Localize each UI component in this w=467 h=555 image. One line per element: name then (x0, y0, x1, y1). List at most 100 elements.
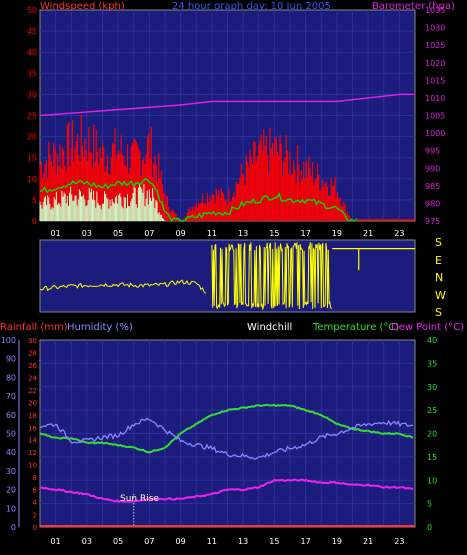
sunrise-label: Sun Rise (120, 494, 159, 504)
panel3-x-tick-label: 17 (301, 537, 311, 546)
wind-direction-oscillation (211, 242, 332, 311)
panel1-x-tick-label: 07 (144, 229, 154, 238)
barometer-tick-label: 995 (425, 147, 440, 156)
panel1-x-tick-label: 01 (51, 229, 61, 238)
windspeed-tick-label: 35 (27, 69, 37, 78)
barometer-axis-ticks: 975 980 985 990 995 1000 1005 1010 1015 1020 1025 1… (425, 6, 445, 226)
panel3-x-tick-label: 21 (363, 537, 373, 546)
barometer-tick-label: 1010 (425, 94, 445, 103)
wind-direction-series (39, 242, 415, 311)
panel3-x-tick-label: 23 (394, 537, 404, 546)
panel3-x-tick-label: 05 (113, 537, 123, 546)
barometer-tick-label: 1015 (425, 76, 445, 85)
compass-label-e: E (435, 254, 442, 267)
windspeed-tick-label: 5 (32, 196, 37, 205)
panel3-x-tick-label: 01 (51, 537, 61, 546)
panel1-x-tick-label: 17 (301, 229, 311, 238)
humidity-tick-label: 0 (11, 523, 16, 532)
panel1-x-tick-label: 23 (394, 229, 404, 238)
panel1-x-tick-label: 05 (113, 229, 123, 238)
windspeed-tick-label: 45 (27, 27, 37, 36)
humidity-tick-label: 80 (6, 373, 16, 382)
rainfall-tick-label: 2 (33, 512, 37, 520)
rainfall-tick-label: 30 (28, 337, 37, 345)
humidity-tick-label: 60 (6, 411, 16, 420)
panel1-x-tick-label: 11 (207, 229, 217, 238)
barometer-tick-label: 990 (425, 164, 440, 173)
panel3-series (39, 403, 415, 527)
rainfall-tick-label: 8 (33, 474, 37, 482)
windspeed-tick-label: 40 (27, 48, 37, 57)
rainfall-tick-label: 28 (28, 349, 37, 357)
barometer-tick-label: 1030 (425, 24, 445, 33)
windchill-label: Windchill (247, 322, 292, 333)
rainfall-tick-label: 22 (28, 387, 37, 395)
wind-direction-line (39, 279, 206, 294)
rainfall-tick-label: 26 (28, 362, 37, 370)
temperature-tick-label: 25 (427, 406, 437, 415)
windspeed-tick-label: 10 (27, 175, 37, 184)
rainfall-tick-label: 12 (28, 449, 37, 457)
rainfall-tick-label: 6 (33, 487, 38, 495)
dewpoint-line (39, 478, 414, 504)
humidity-tick-label: 70 (6, 392, 16, 401)
rainfall-tick-label: 14 (28, 437, 37, 445)
barometer-tick-label: 985 (425, 182, 440, 191)
panel1-series (39, 93, 415, 223)
rainfall-tick-label: 18 (28, 412, 37, 420)
temperature-tick-label: 30 (427, 383, 437, 392)
compass-label-s-bottom: S (435, 306, 442, 319)
humidity-tick-label: 10 (6, 504, 16, 513)
chart-title: 24 hour graph day: 10 Jun 2005 (172, 1, 331, 12)
panel1-grid (40, 10, 415, 221)
dewpoint-axis-title: Dew Point (°C) (391, 322, 464, 333)
rainfall-axis-title: Rainfall (mm) (0, 322, 68, 333)
temperature-tick-label: 40 (427, 336, 437, 345)
humidity-tick-label: 40 (6, 448, 16, 457)
temperature-axis-title: Temperature (°C) (312, 322, 399, 333)
compass-labels: S E N W S (435, 236, 446, 319)
panel3-x-tick-label: 19 (332, 537, 342, 546)
panel3-x-tick-label: 03 (82, 537, 92, 546)
panel-wind-direction: S E N W S (39, 236, 446, 319)
compass-label-w: W (435, 289, 446, 302)
humidity-tick-label: 30 (6, 467, 16, 476)
rainfall-tick-label: 16 (28, 424, 37, 432)
windspeed-tick-label: 50 (27, 6, 37, 15)
barometer-tick-label: 980 (425, 199, 440, 208)
panel3-x-tick-label: 13 (238, 537, 248, 546)
barometer-axis-title: Barometer (hpa) (372, 1, 455, 12)
compass-label-s-top: S (435, 236, 442, 249)
temperature-tick-label: 5 (427, 500, 432, 509)
humidity-axis-title: Humidity (%) (67, 322, 133, 333)
panel3-x-tick-label: 09 (176, 537, 186, 546)
panel3-x-tick-label: 11 (207, 537, 217, 546)
panel1-x-tick-label: 09 (176, 229, 186, 238)
rainfall-tick-label: 0 (33, 524, 37, 532)
windspeed-tick-label: 15 (27, 154, 37, 163)
barometer-tick-label: 1025 (425, 41, 445, 50)
barometer-tick-label: 975 (425, 217, 440, 226)
rainfall-tick-label: 10 (28, 462, 37, 470)
rainfall-tick-label: 24 (28, 374, 37, 382)
panel1-x-tick-label: 03 (82, 229, 92, 238)
temperature-tick-label: 35 (427, 359, 437, 368)
temperature-tick-label: 10 (427, 476, 437, 485)
barometer-tick-label: 1000 (425, 129, 445, 138)
temperature-tick-label: 15 (427, 453, 437, 462)
panel3-x-tick-label: 07 (144, 537, 154, 546)
panel1-x-tick-label: 19 (332, 229, 342, 238)
panel3-x-ticks: 01 03 05 07 09 11 13 15 17 19 21 23 (51, 537, 405, 546)
panel3-grid (40, 340, 415, 527)
barometer-line (39, 93, 415, 117)
humidity-tick-label: 90 (6, 355, 16, 364)
windspeed-tick-label: 30 (27, 90, 37, 99)
windspeed-tick-label: 20 (27, 133, 37, 142)
humidity-line (39, 417, 414, 460)
windspeed-axis-ticks: 0 5 10 15 20 25 30 35 40 45 50 (27, 6, 37, 226)
temperature-tick-label: 20 (427, 430, 437, 439)
compass-label-n: N (435, 271, 443, 284)
wind-average-line (39, 177, 360, 223)
